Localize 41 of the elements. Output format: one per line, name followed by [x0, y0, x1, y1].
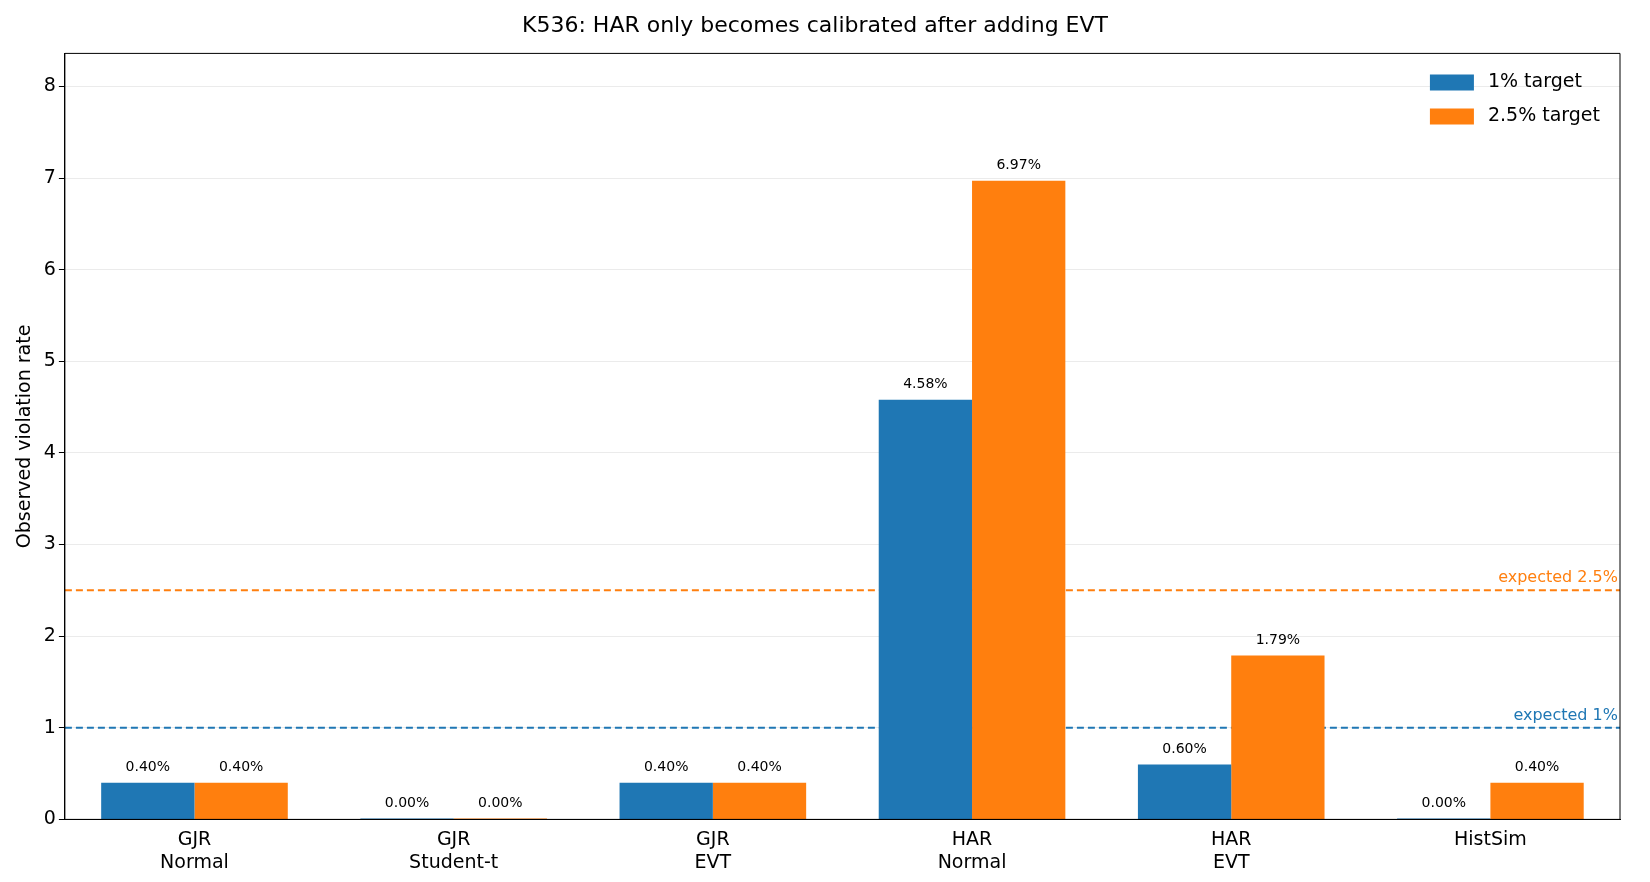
data-label: 0.00% [384, 794, 430, 811]
data-label: 0.40% [643, 758, 689, 775]
data-label: 0.40% [1514, 758, 1560, 775]
data-label: 6.97% [996, 156, 1041, 173]
y-tick-label: 0 [43, 806, 56, 829]
y-tick-label: 1 [43, 714, 56, 737]
bar [1490, 782, 1584, 819]
x-tick-label: HAR EVT [1210, 826, 1252, 872]
legend-label: 1% target [1487, 69, 1582, 92]
data-label: 0.40% [125, 758, 171, 775]
data-label: 0.40% [218, 758, 264, 775]
x-tick-label: GJR Student-t [409, 826, 499, 872]
bar [878, 399, 973, 819]
ref-line-label: expected 2.5% [1498, 567, 1618, 587]
data-label: 0.00% [478, 794, 523, 811]
data-label: 1.79% [1255, 631, 1301, 648]
data-label: 0.40% [737, 758, 782, 775]
y-tick-label: 8 [43, 73, 56, 96]
y-tick-label: 3 [43, 531, 56, 554]
bar [1137, 764, 1232, 819]
bar [619, 782, 713, 819]
bar [712, 782, 807, 819]
bar [1231, 655, 1325, 819]
data-label: 4.58% [903, 375, 948, 392]
ref-line-label: expected 1% [1513, 704, 1618, 724]
y-tick-label: 5 [43, 348, 56, 371]
y-tick-label: 7 [43, 164, 56, 187]
x-tick-label: GJR Normal [160, 826, 229, 872]
y-tick-label: 4 [43, 439, 56, 462]
y-axis-title: Observed violation rate [12, 324, 35, 549]
y-tick-label: 2 [43, 623, 56, 646]
x-tick-label: HistSim [1454, 826, 1527, 849]
data-label: 0.00% [1421, 794, 1466, 811]
x-tick-label: GJR EVT [694, 826, 732, 872]
legend-label: 2.5% target [1487, 103, 1601, 126]
y-tick-label: 6 [43, 256, 56, 279]
chart-title: K536: HAR only becomes calibrated after adding EVT [522, 11, 1109, 37]
x-tick-label: HAR Normal [937, 826, 1007, 872]
data-label: 0.60% [1162, 740, 1207, 757]
bar [194, 782, 288, 819]
bar [101, 782, 195, 819]
